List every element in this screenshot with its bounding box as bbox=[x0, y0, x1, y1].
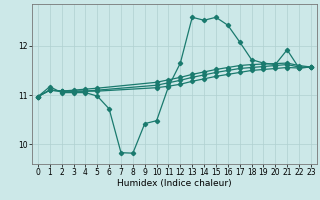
X-axis label: Humidex (Indice chaleur): Humidex (Indice chaleur) bbox=[117, 179, 232, 188]
